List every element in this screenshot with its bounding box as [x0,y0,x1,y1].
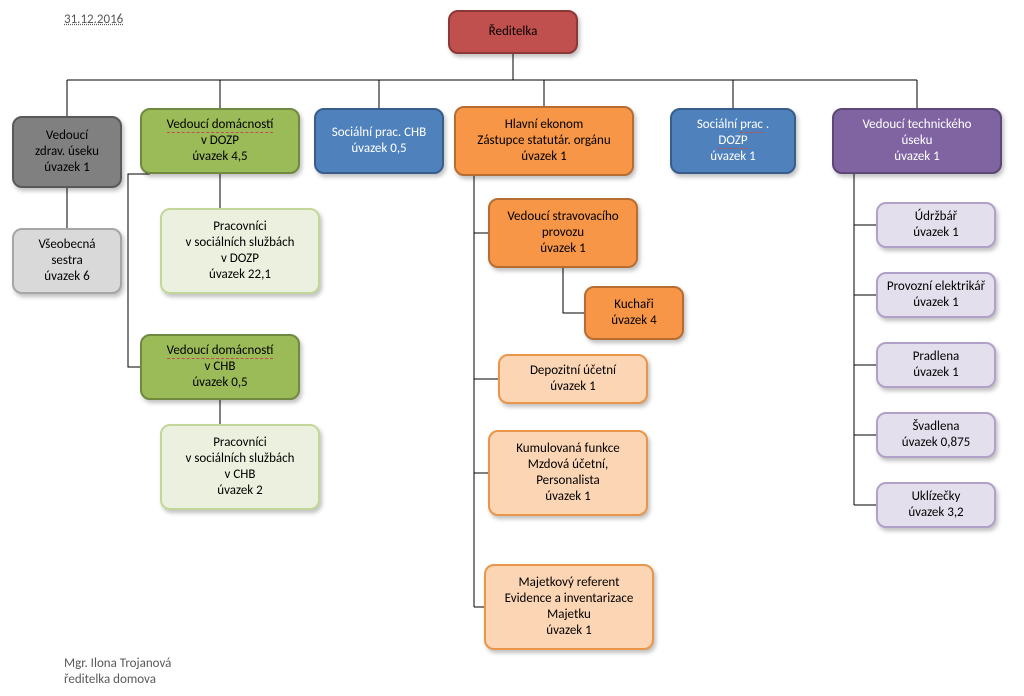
org-node-n_green2: Vedoucí domácnostív CHBúvazek 0,5 [140,334,300,400]
org-node-n_gray2: Všeobecnásestraúvazek 6 [12,228,122,294]
org-node-n_or_kum: Kumulovaná funkceMzdová účetní,Personali… [488,430,648,516]
date-label: 31.12.2016 [64,12,123,27]
footer-name: Mgr. Ilona Trojanová [64,656,171,671]
org-node-n_p5: Uklízečkyúvazek 3,2 [876,482,996,528]
org-node-n_p4: Švadlenaúvazek 0,875 [876,412,996,458]
footer-title: ředitelka domova [64,672,156,687]
org-node-n_p2: Provozní elektrikářúvazek 1 [876,272,996,318]
org-node-n_p3: Pradlenaúvazek 1 [876,342,996,388]
org-node-n_or_maj: Majetkový referentEvidence a inventariza… [484,564,654,650]
org-node-n_or_kuch: Kuchařiúvazek 4 [584,286,684,340]
org-node-n_purple: Vedoucí technickéhoúsekuúvazek 1 [832,108,1002,174]
org-node-n_green2b: Pracovníciv sociálních službáchv CHBúvaz… [160,424,320,510]
org-node-root: Ředitelka [448,10,578,54]
org-node-n_or_dep: Depozitní účetníúvazek 1 [498,354,648,404]
org-node-n_p1: Údržbářúvazek 1 [876,202,996,248]
org-node-n_green1: Vedoucí domácnostív DOZPúvazek 4,5 [140,108,300,174]
org-node-n_orange: Hlavní ekonomZástupce statutár. orgánuúv… [454,106,634,176]
org-node-n_green1b: Pracovníciv sociálních službáchv DOZPúva… [160,208,320,294]
org-node-n_blue1: Sociální prac. CHBúvazek 0,5 [314,108,444,174]
org-node-n_gray: Vedoucízdrav. úsekuúvazek 1 [12,116,122,188]
org-node-n_blue2: Sociální prac .DOZPúvazek 1 [670,108,796,174]
org-node-n_or_strav: Vedoucí stravovacíhoprovozuúvazek 1 [488,198,638,268]
